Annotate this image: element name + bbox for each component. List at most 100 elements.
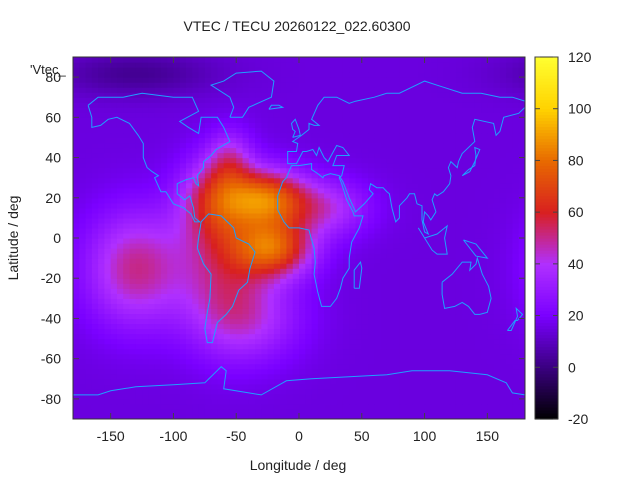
heatmap-cell xyxy=(430,117,438,123)
heatmap-cell xyxy=(91,353,99,360)
heatmap-cell xyxy=(79,413,87,419)
heatmap-cell xyxy=(462,167,470,174)
heatmap-cell xyxy=(424,97,432,103)
heatmap-cell xyxy=(148,353,156,360)
heatmap-cell xyxy=(104,263,112,269)
heatmap-cell xyxy=(305,77,313,83)
heatmap-cell xyxy=(412,72,419,78)
heatmap-cell xyxy=(267,122,275,128)
heatmap-cell xyxy=(499,238,507,244)
heatmap-cell xyxy=(336,328,344,335)
heatmap-cell xyxy=(393,202,401,209)
heatmap-cell xyxy=(355,253,363,259)
heatmap-cell xyxy=(499,308,507,315)
heatmap-cell xyxy=(443,187,451,194)
heatmap-cell xyxy=(79,92,87,98)
heatmap-cell xyxy=(455,383,463,390)
heatmap-cell xyxy=(474,197,482,204)
heatmap-cell xyxy=(129,253,137,259)
heatmap-cell xyxy=(386,363,394,370)
heatmap-cell xyxy=(424,353,432,360)
heatmap-cell xyxy=(330,333,338,340)
heatmap-cell xyxy=(361,363,369,370)
heatmap-cell xyxy=(518,248,525,254)
heatmap-cell xyxy=(455,413,463,419)
heatmap-cell xyxy=(261,122,269,128)
heatmap-cell xyxy=(474,227,482,234)
heatmap-cell xyxy=(311,157,319,164)
heatmap-cell xyxy=(481,408,488,415)
heatmap-cell xyxy=(148,217,156,224)
heatmap-cell xyxy=(342,107,350,113)
heatmap-cell xyxy=(292,122,300,128)
heatmap-cell xyxy=(393,222,401,229)
heatmap-cell xyxy=(192,117,200,123)
heatmap-cell xyxy=(374,273,382,279)
heatmap-cell xyxy=(248,227,256,234)
heatmap-cell xyxy=(135,353,143,360)
heatmap-cell xyxy=(292,393,300,400)
heatmap-cell xyxy=(361,368,369,375)
heatmap-cell xyxy=(110,182,118,189)
heatmap-cell xyxy=(493,308,501,315)
heatmap-cell xyxy=(493,248,501,254)
heatmap-cell xyxy=(361,192,369,199)
heatmap-cell xyxy=(506,258,514,264)
heatmap-cell xyxy=(324,217,331,224)
heatmap-cell xyxy=(110,238,118,244)
heatmap-cell xyxy=(154,102,162,108)
heatmap-cell xyxy=(292,112,300,118)
heatmap-cell xyxy=(248,333,256,340)
heatmap-cell xyxy=(493,87,501,93)
heatmap-cell xyxy=(267,217,275,224)
heatmap-cell xyxy=(292,253,300,259)
heatmap-cell xyxy=(393,283,401,289)
heatmap-cell xyxy=(273,238,281,244)
heatmap-cell xyxy=(399,333,407,340)
heatmap-cell xyxy=(368,187,375,194)
heatmap-cell xyxy=(173,333,181,340)
heatmap-cell xyxy=(73,388,80,395)
heatmap-cell xyxy=(330,202,338,209)
heatmap-cell xyxy=(518,187,525,194)
heatmap-cell xyxy=(280,388,288,395)
heatmap-cell xyxy=(242,353,250,360)
heatmap-cell xyxy=(399,97,407,103)
heatmap-cell xyxy=(229,207,237,214)
heatmap-cell xyxy=(324,328,331,335)
heatmap-cell xyxy=(98,323,105,330)
heatmap-cell xyxy=(330,157,338,164)
heatmap-cell xyxy=(135,278,143,284)
heatmap-cell xyxy=(248,157,256,164)
heatmap-cell xyxy=(493,112,501,118)
heatmap-cell xyxy=(418,288,426,294)
heatmap-cell xyxy=(399,278,407,284)
heatmap-cell xyxy=(374,328,382,335)
heatmap-cell xyxy=(273,263,281,269)
heatmap-cell xyxy=(135,102,143,108)
heatmap-cell xyxy=(317,388,325,395)
heatmap-cell xyxy=(104,248,112,254)
heatmap-cell xyxy=(349,77,357,83)
heatmap-cell xyxy=(236,313,244,320)
heatmap-cell xyxy=(186,308,193,315)
heatmap-cell xyxy=(386,217,394,224)
heatmap-cell xyxy=(449,142,457,149)
heatmap-cell xyxy=(280,77,288,83)
heatmap-cell xyxy=(255,398,262,405)
heatmap-cell xyxy=(116,338,124,345)
heatmap-cell xyxy=(336,368,344,375)
heatmap-cell xyxy=(449,152,457,159)
heatmap-cell xyxy=(286,393,294,400)
heatmap-cell xyxy=(148,202,156,209)
heatmap-cell xyxy=(242,112,250,118)
heatmap-cell xyxy=(261,298,269,304)
heatmap-cell xyxy=(386,383,394,390)
heatmap-cell xyxy=(462,273,470,279)
heatmap-cell xyxy=(236,373,244,380)
heatmap-cell xyxy=(336,258,344,264)
heatmap-cell xyxy=(412,97,419,103)
heatmap-cell xyxy=(217,348,225,355)
heatmap-cell xyxy=(292,92,300,98)
heatmap-cell xyxy=(186,182,193,189)
